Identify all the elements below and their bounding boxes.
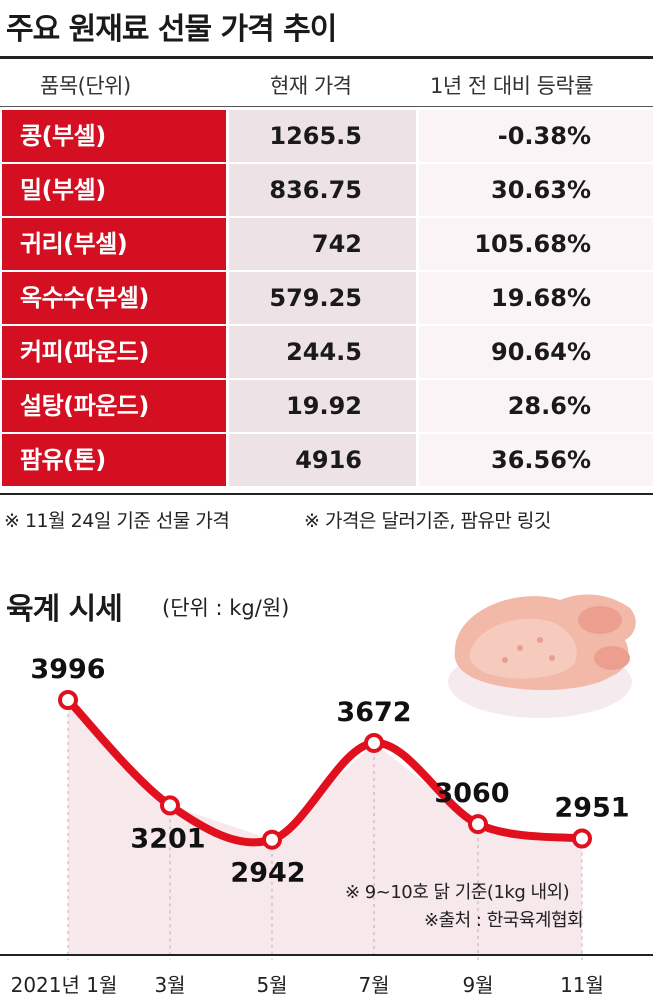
page-title: 주요 원재료 선물 가격 추이 — [6, 12, 337, 47]
chart-footnote-source: ※출처 : 한국육계협회 — [424, 910, 584, 931]
chart-x-gridlines — [67, 700, 583, 960]
item-change: 19.68% — [419, 272, 653, 324]
table-notes: ※ 11월 24일 기준 선물 가격 ※ 가격은 달러기준, 팜유만 링깃 — [4, 506, 653, 533]
data-point — [262, 829, 282, 850]
item-price: 19.92 — [229, 380, 416, 432]
note-basis-date: ※ 11월 24일 기준 선물 가격 — [4, 510, 230, 532]
item-price: 836.75 — [229, 164, 416, 216]
item-name: 옥수수(부셀) — [2, 272, 226, 324]
table-row: 귀리(부셀) 742 105.68% — [0, 218, 653, 272]
table-row: 옥수수(부셀) 579.25 19.68% — [0, 272, 653, 326]
item-change: 36.56% — [419, 434, 653, 486]
item-change: 105.68% — [419, 218, 653, 270]
chart-footnote-standard: ※ 9~10호 닭 기준(1kg 내외) — [345, 882, 570, 903]
x-tick-label: 5월 — [256, 973, 287, 997]
table-row: 설탕(파운드) 19.92 28.6% — [0, 380, 653, 434]
header-change: 1년 전 대비 등락률 — [430, 74, 594, 98]
item-price: 4916 — [229, 434, 416, 486]
item-change: 28.6% — [419, 380, 653, 432]
data-label: 3201 — [130, 823, 205, 854]
item-name: 귀리(부셀) — [2, 218, 226, 270]
chart-title: 육계 시세 — [6, 592, 123, 627]
item-name: 콩(부셀) — [2, 110, 226, 162]
data-labels: 3996 3201 2942 3672 3060 2951 — [30, 654, 629, 889]
data-label: 3672 — [336, 697, 411, 728]
header-price: 현재 가격 — [270, 74, 352, 98]
header-item: 품목(단위) — [40, 74, 131, 98]
chart-area-fill — [68, 700, 582, 955]
data-point — [160, 795, 180, 816]
item-price: 244.5 — [229, 326, 416, 378]
broiler-price-chart: 3996 3201 2942 3672 3060 2951 2021년 1월 3월 5월 7월 9… — [11, 594, 636, 997]
table-row: 콩(부셀) 1265.5 -0.38% — [0, 110, 653, 164]
x-tick-labels: 2021년 1월 3월 5월 7월 9월 11월 — [11, 973, 604, 997]
item-change: 90.64% — [419, 326, 653, 378]
item-price: 1265.5 — [229, 110, 416, 162]
x-tick-label: 2021년 1월 — [11, 973, 118, 997]
item-price: 742 — [229, 218, 416, 270]
data-label: 2942 — [230, 858, 305, 889]
data-point — [364, 732, 384, 753]
chicken-illustration — [448, 594, 636, 718]
item-name: 팜유(톤) — [2, 434, 226, 486]
x-tick-label: 9월 — [462, 973, 493, 997]
table-header: 품목(단위) 현재 가격 1년 전 대비 등락률 — [0, 62, 653, 106]
item-name: 밀(부셀) — [2, 164, 226, 216]
series-markers — [58, 690, 592, 850]
data-label: 2951 — [554, 793, 629, 824]
note-currency: ※ 가격은 달러기준, 팜유만 링깃 — [304, 510, 551, 532]
table-row: 커피(파운드) 244.5 90.64% — [0, 326, 653, 380]
x-axis-line — [0, 954, 653, 956]
data-label: 3060 — [434, 778, 509, 809]
item-name: 설탕(파운드) — [2, 380, 226, 432]
item-change: -0.38% — [419, 110, 653, 162]
data-point — [58, 690, 78, 710]
table-row: 밀(부셀) 836.75 30.63% — [0, 164, 653, 218]
table-row: 팜유(톤) 4916 36.56% — [0, 434, 653, 488]
data-point — [572, 828, 592, 849]
chart-unit: (단위 : kg/원) — [162, 596, 290, 620]
item-change: 30.63% — [419, 164, 653, 216]
table-top-rule — [0, 56, 653, 59]
data-point — [468, 814, 488, 835]
data-label: 3996 — [30, 654, 105, 685]
table-bottom-rule — [0, 493, 653, 495]
item-price: 579.25 — [229, 272, 416, 324]
x-tick-label: 3월 — [154, 973, 185, 997]
item-name: 커피(파운드) — [2, 326, 226, 378]
x-tick-label: 11월 — [560, 973, 604, 997]
table-header-rule — [0, 106, 653, 107]
x-tick-label: 7월 — [358, 973, 389, 997]
